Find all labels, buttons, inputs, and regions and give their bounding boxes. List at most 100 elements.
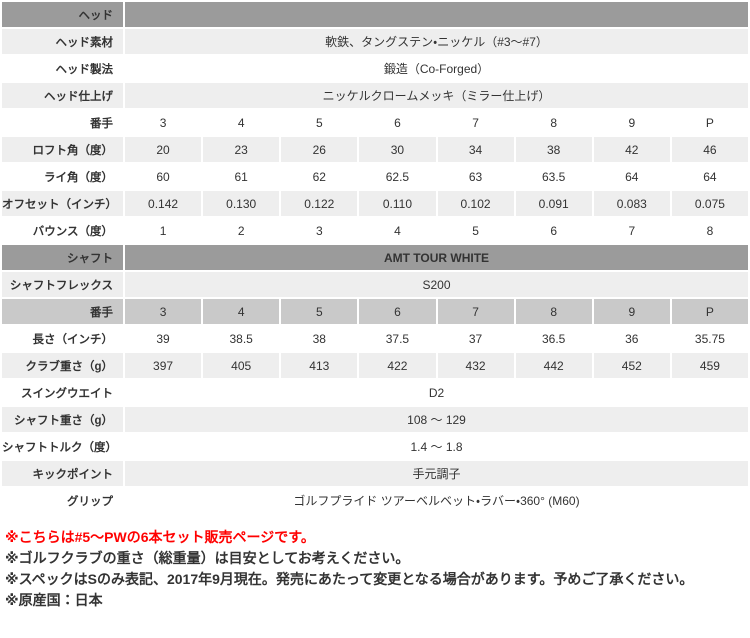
spec-row-label: ヘッド素材: [2, 29, 123, 54]
spec-value: [125, 2, 748, 27]
spec-row: 番手 3 4 5 6 7 8 9 P: [2, 299, 748, 324]
spec-value: S200: [125, 272, 748, 297]
spec-cell: 61: [203, 164, 280, 189]
spec-cell: P: [671, 110, 748, 135]
spec-cell: 6: [359, 110, 436, 135]
spec-cell: 0.091: [515, 191, 592, 216]
spec-cell: 0.075: [671, 191, 748, 216]
spec-cell: 46: [671, 137, 748, 162]
spec-cell: 7: [437, 299, 514, 324]
spec-section-row: ヘッド: [2, 2, 748, 27]
spec-row: シャフトフレックス S200: [2, 272, 748, 297]
spec-cell: 7: [593, 218, 670, 243]
spec-value: ゴルフプライド ツアーベルベット・ラバー・360° (M60): [125, 488, 748, 513]
spec-cell: 4: [203, 299, 280, 324]
spec-cell: 60: [125, 164, 202, 189]
note-line: ※ゴルフクラブの重さ（総重量）は目安としてお考えください。: [5, 550, 410, 566]
spec-cell: 4: [359, 218, 436, 243]
spec-cell: 36.5: [515, 326, 592, 351]
spec-row-label: グリップ: [2, 488, 123, 513]
spec-row: グリップ ゴルフプライド ツアーベルベット・ラバー・360° (M60): [2, 488, 748, 513]
spec-cell: 34: [437, 137, 514, 162]
spec-row: シャフトトルク（度） 1.4 ～ 1.8: [2, 434, 748, 459]
spec-row: オフセット（インチ） 0.142 0.130 0.122 0.110 0.102 0.091…: [2, 191, 748, 216]
spec-cell: 452: [593, 353, 670, 378]
spec-cell: 0.083: [593, 191, 670, 216]
spec-row: ロフト角（度） 20 23 26 30 34 38 42 46: [2, 137, 748, 162]
note-line-red: ※こちらは#5～PWの6本セット販売ページです。: [5, 529, 315, 545]
spec-value: AMT TOUR WHITE: [125, 245, 748, 270]
spec-value: 鍛造（Co-Forged）: [125, 56, 748, 81]
spec-row: ヘッド製法 鍛造（Co-Forged）: [2, 56, 748, 81]
spec-cell: 62: [281, 164, 358, 189]
spec-row-label: シャフト: [2, 245, 123, 270]
spec-cell: 23: [203, 137, 280, 162]
spec-cell: 4: [203, 110, 280, 135]
spec-cell: 0.102: [437, 191, 514, 216]
spec-row-label: 番手: [2, 299, 123, 324]
spec-cell: 8: [515, 299, 592, 324]
spec-cell: 6: [515, 218, 592, 243]
spec-cell: 9: [593, 110, 670, 135]
spec-cell: 2: [203, 218, 280, 243]
spec-row-label: 番手: [2, 110, 123, 135]
spec-cell: 63.5: [515, 164, 592, 189]
spec-cell: 37.5: [359, 326, 436, 351]
spec-cell: 64: [671, 164, 748, 189]
spec-cell: 432: [437, 353, 514, 378]
spec-row: キックポイント 手元調子: [2, 461, 748, 486]
spec-cell: 3: [125, 110, 202, 135]
spec-cell: 42: [593, 137, 670, 162]
spec-row: 番手 3 4 5 6 7 8 9 P: [2, 110, 748, 135]
spec-cell: 7: [437, 110, 514, 135]
spec-value: 108 ～ 129: [125, 407, 748, 432]
spec-cell: 8: [671, 218, 748, 243]
spec-row-label: ヘッド: [2, 2, 123, 27]
spec-cell: 397: [125, 353, 202, 378]
spec-cell: 30: [359, 137, 436, 162]
spec-table-body: ヘッド ヘッド素材 軟鉄、タングステン・ニッケル（#3～#7） ヘッド製法 鍛造（Co-…: [2, 2, 748, 513]
spec-cell: 38.5: [203, 326, 280, 351]
spec-value: D2: [125, 380, 748, 405]
spec-cell: 0.142: [125, 191, 202, 216]
spec-row-label: スイングウエイト: [2, 380, 123, 405]
spec-cell: 442: [515, 353, 592, 378]
spec-cell: 5: [281, 299, 358, 324]
note-line: ※スペックはSのみ表記、2017年9月現在。発売にあたって変更となる場合がありま…: [5, 571, 694, 587]
spec-row: クラブ重さ（g） 397 405 413 422 432 442 452 459: [2, 353, 748, 378]
spec-cell: 64: [593, 164, 670, 189]
spec-row-label: 長さ（インチ）: [2, 326, 123, 351]
spec-row-label: シャフトフレックス: [2, 272, 123, 297]
spec-cell: 26: [281, 137, 358, 162]
spec-cell: 39: [125, 326, 202, 351]
spec-row-label: ヘッド仕上げ: [2, 83, 123, 108]
spec-cell: 5: [437, 218, 514, 243]
spec-cell: 422: [359, 353, 436, 378]
spec-cell: 63: [437, 164, 514, 189]
spec-cell: P: [671, 299, 748, 324]
spec-row-label: ヘッド製法: [2, 56, 123, 81]
spec-row: ライ角（度） 60 61 62 62.5 63 63.5 64 64: [2, 164, 748, 189]
spec-cell: 0.110: [359, 191, 436, 216]
note-line: ※原産国：日本: [5, 592, 103, 608]
spec-section-row: シャフト AMT TOUR WHITE: [2, 245, 748, 270]
spec-row: スイングウエイト D2: [2, 380, 748, 405]
spec-row: ヘッド素材 軟鉄、タングステン・ニッケル（#3～#7）: [2, 29, 748, 54]
spec-cell: 9: [593, 299, 670, 324]
spec-cell: 1: [125, 218, 202, 243]
spec-row-label: オフセット（インチ）: [2, 191, 123, 216]
spec-row-label: シャフトトルク（度）: [2, 434, 123, 459]
notes: ※こちらは#5～PWの6本セット販売ページです。 ※ゴルフクラブの重さ（総重量）は…: [0, 515, 750, 611]
spec-cell: 62.5: [359, 164, 436, 189]
spec-cell: 459: [671, 353, 748, 378]
spec-cell: 38: [281, 326, 358, 351]
spec-value: 手元調子: [125, 461, 748, 486]
spec-row-label: ライ角（度）: [2, 164, 123, 189]
spec-row: ヘッド仕上げ ニッケルクロームメッキ（ミラー仕上げ）: [2, 83, 748, 108]
spec-cell: 6: [359, 299, 436, 324]
spec-cell: 0.122: [281, 191, 358, 216]
spec-table: ヘッド ヘッド素材 軟鉄、タングステン・ニッケル（#3～#7） ヘッド製法 鍛造（Co-…: [2, 2, 748, 513]
spec-value: ニッケルクロームメッキ（ミラー仕上げ）: [125, 83, 748, 108]
spec-cell: 20: [125, 137, 202, 162]
spec-row: 長さ（インチ） 39 38.5 38 37.5 37 36.5 36 35.75: [2, 326, 748, 351]
